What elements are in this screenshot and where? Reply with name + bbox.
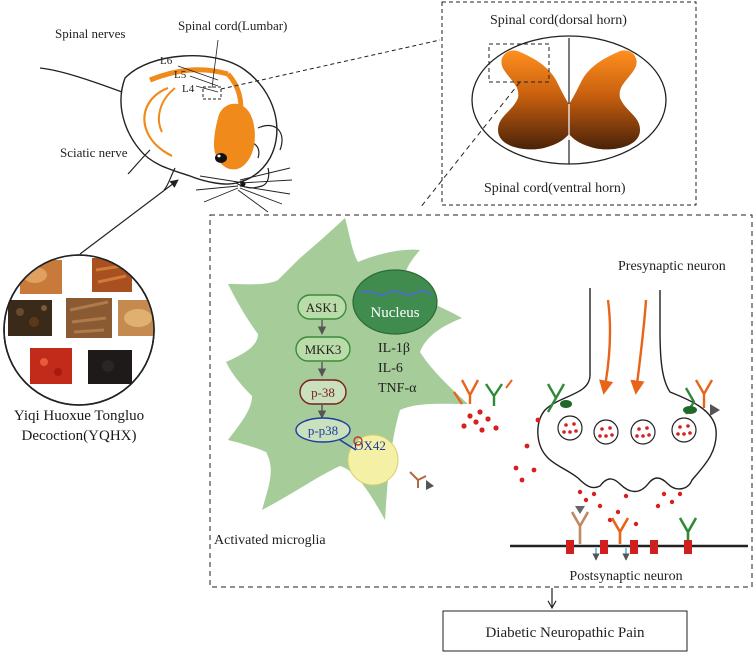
connector-line-top xyxy=(220,39,441,90)
postsynaptic-receptors xyxy=(566,506,698,561)
spinal-cord-section-panel xyxy=(441,1,697,206)
rat-illustration xyxy=(39,39,293,213)
herb-name-line2: Decoction(YQHX) xyxy=(22,428,137,444)
activated-microglia-label: Activated microglia xyxy=(214,533,326,548)
pp38-ox42-link xyxy=(339,439,357,451)
green-receptor-icon xyxy=(485,379,513,406)
ask1-label: ASK1 xyxy=(306,300,339,315)
activated-microglia-cell xyxy=(226,218,468,520)
level-l6-label: L6 xyxy=(160,55,173,67)
dna-icon xyxy=(359,290,433,296)
presynaptic-receptor-left xyxy=(546,383,572,413)
cytokine-dots xyxy=(461,409,499,433)
herbal-decoction-image xyxy=(3,254,155,406)
orange-receptor-icon xyxy=(453,379,480,405)
pp38-node xyxy=(295,417,351,443)
nucleus-label: Nucleus xyxy=(370,305,419,321)
herb-name-line1: Yiqi Huoxue Tongluo xyxy=(14,408,144,424)
herb-to-rat-arrow xyxy=(79,179,179,255)
nucleus-shape xyxy=(352,269,438,335)
synaptic-vesicles xyxy=(557,415,697,445)
spinal-nerves-label: Spinal nerves xyxy=(55,26,125,41)
p38-label: p-38 xyxy=(311,385,335,400)
presynaptic-neuron-label: Presynaptic neuron xyxy=(618,259,726,274)
presynaptic-terminal xyxy=(537,288,717,493)
tnfa-label: TNF-α xyxy=(378,381,417,396)
small-receptor-icon xyxy=(409,471,434,490)
level-l5-label: L5 xyxy=(174,69,187,81)
il1b-label: IL-1β xyxy=(378,341,410,356)
sciatic-nerve-label: Sciatic nerve xyxy=(60,145,128,160)
il6-label: IL-6 xyxy=(378,361,403,376)
presynaptic-receptor-right xyxy=(683,379,720,416)
action-potential-arrow-right xyxy=(630,299,648,395)
action-potential-arrow-left xyxy=(599,299,614,395)
diabetic-neuropathic-pain-label: Diabetic Neuropathic Pain xyxy=(485,625,645,641)
level-l4-label: L4 xyxy=(182,83,195,95)
pp38-label: p-p38 xyxy=(308,423,338,438)
mkk3-node xyxy=(295,336,351,362)
ox42-label: OX42 xyxy=(354,438,386,453)
postsynaptic-neuron-label: Postsynaptic neuron xyxy=(569,569,682,584)
mkk3-label: MKK3 xyxy=(305,342,342,357)
ask1-node xyxy=(297,294,347,320)
receptor-icon xyxy=(353,436,363,446)
p38-node xyxy=(299,379,347,405)
spinal-cord-lumbar-label: Spinal cord(Lumbar) xyxy=(178,18,287,33)
outcome-box xyxy=(442,610,688,652)
ox42-blob xyxy=(347,434,399,486)
dorsal-horn-label: Spinal cord(dorsal horn) xyxy=(490,13,627,28)
released-neurotransmitter-dots xyxy=(513,417,683,527)
ventral-horn-label: Spinal cord(ventral horn) xyxy=(484,181,626,196)
